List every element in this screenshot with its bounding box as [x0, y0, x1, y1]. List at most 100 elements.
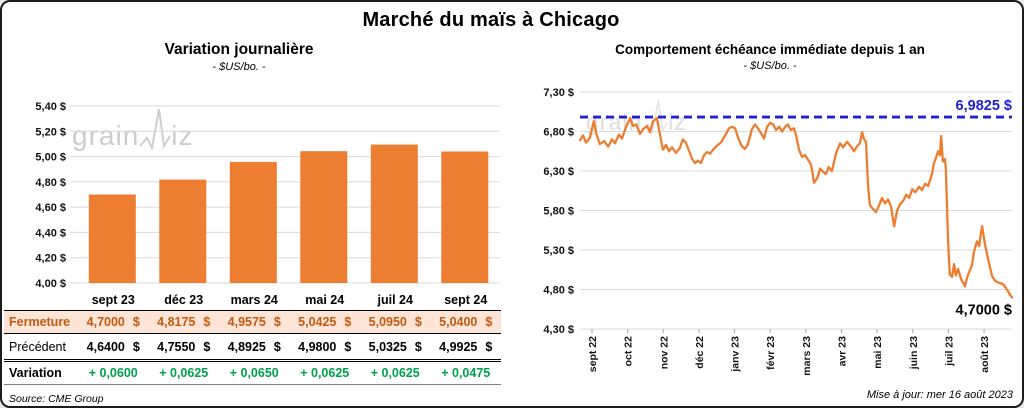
- price-value: 4,7000: [86, 315, 125, 329]
- y-axis-label: 4,40 $: [35, 227, 66, 239]
- price-value: 4,7550: [157, 339, 196, 354]
- x-axis-label: oct 22: [623, 336, 635, 367]
- bar-sept 24: [441, 151, 489, 283]
- price-cell: + 0,0625: [290, 366, 361, 380]
- price-cell: 4,6400 $: [78, 340, 149, 354]
- x-axis-label: févr 23: [765, 336, 777, 370]
- price-cell: 4,7550 $: [149, 340, 220, 354]
- currency-symbol: $: [273, 339, 281, 354]
- y-axis-label: 4,60 $: [35, 202, 66, 214]
- price-cell: 4,9800 $: [290, 340, 361, 354]
- y-axis-label: 5,20 $: [35, 126, 66, 138]
- price-cell: + 0,0600: [78, 366, 149, 380]
- price-value: 4,9925: [439, 339, 478, 354]
- price-cell: 4,9575 $: [219, 315, 290, 329]
- x-axis-label: déc 22: [694, 336, 706, 369]
- reference-line-label: 6,9825 $: [956, 98, 1012, 114]
- daily-variation-bar-chart: 5,40 $ 5,20 $ 5,00 $ 4,80 $ 4,60 $ 4,40 $ 4,20…: [35, 101, 500, 288]
- watermark-text: grain: [72, 120, 140, 151]
- currency-symbol: $: [132, 315, 140, 329]
- currency-symbol: $: [273, 315, 281, 329]
- price-value: 5,0325: [368, 339, 407, 354]
- last-price-label: 4,7000 $: [956, 302, 1012, 318]
- price-value: + 0,0625: [159, 366, 209, 380]
- y-axis-label: 4,30 $: [543, 324, 574, 336]
- x-axis-label: nov 22: [658, 336, 670, 369]
- x-axis-label: sept 22: [587, 336, 599, 372]
- price-cell: 5,0950 $: [360, 315, 431, 329]
- table-row-variation: Variation + 0,0600 + 0,0625 + 0,0650 + 0,062…: [4, 359, 501, 385]
- column-header: mai 24: [305, 292, 345, 307]
- bar-chart-subtitle: - $US/bo. -: [212, 61, 266, 73]
- y-axis-label: 7,30 $: [543, 87, 574, 99]
- x-axis-label: avr 23: [836, 336, 848, 367]
- column-header: sept 23: [91, 292, 135, 307]
- price-value: + 0,0625: [300, 366, 350, 380]
- update-note: Mise à jour: mer 16 août 2023: [866, 389, 1013, 401]
- x-axis-label: juin 23: [908, 336, 920, 370]
- price-cell: 5,0400 $: [431, 315, 502, 329]
- price-cell: + 0,0625: [360, 366, 431, 380]
- grainwiz-watermark: grain iz: [72, 106, 194, 152]
- x-axis-label: juil 23: [943, 336, 955, 367]
- line-chart-subtitle: - $US/bo. -: [743, 60, 797, 72]
- bar-déc 23: [159, 179, 207, 283]
- price-value: 4,9800: [298, 339, 337, 354]
- price-table: sept 23 déc 23 mars 24 mai 24 juil 24 sept 24…: [4, 289, 501, 385]
- price-value: 5,0950: [368, 315, 407, 329]
- price-cell: 5,0325 $: [360, 340, 431, 354]
- x-axis-label: mars 23: [801, 336, 813, 376]
- x-axis-label: août 23: [979, 336, 991, 373]
- price-cell: + 0,0475: [431, 366, 502, 380]
- y-axis-label: 4,20 $: [35, 253, 66, 265]
- currency-symbol: $: [203, 315, 211, 329]
- table-header-row: sept 23 déc 23 mars 24 mai 24 juil 24 sept 24: [4, 289, 501, 310]
- watermark-spike-icon: [139, 108, 172, 150]
- price-value: + 0,0600: [88, 366, 138, 380]
- y-axis-label: 5,30 $: [543, 245, 574, 257]
- currency-symbol: $: [485, 315, 493, 329]
- price-cell: 4,8175 $: [149, 315, 220, 329]
- bar-juil 24: [370, 144, 418, 283]
- front-month-line-chart: 7,30 $ 6,80 $ 6,30 $ 5,80 $ 5,30 $ 4,80 $ 4,30…: [543, 87, 1014, 376]
- column-header: déc 23: [164, 292, 204, 307]
- y-axis-label: 4,80 $: [35, 177, 66, 189]
- currency-symbol: $: [203, 339, 211, 354]
- currency-symbol: $: [344, 315, 352, 329]
- line-chart-title: Comportement échéance immédiate depuis 1…: [615, 42, 925, 57]
- price-cell: + 0,0625: [149, 366, 220, 380]
- y-axis-label: 5,40 $: [35, 101, 66, 113]
- watermark-text: iz: [668, 109, 687, 135]
- bar-mai 24: [300, 151, 348, 283]
- x-axis-label: janv 23: [730, 336, 742, 373]
- table-row-close: Fermeture 4,7000 $4,8175 $ 4,9575 $5,0425 $5,0…: [4, 310, 501, 334]
- price-value: 4,8925: [227, 339, 266, 354]
- price-cell: 5,0425 $: [290, 315, 361, 329]
- y-axis-label: 6,80 $: [543, 127, 574, 139]
- currency-symbol: $: [414, 315, 422, 329]
- price-cell: 4,7000 $: [78, 315, 149, 329]
- source-note: Source: CME Group: [9, 393, 104, 405]
- page-title: Marché du maïs à Chicago: [362, 9, 620, 31]
- price-value: + 0,0475: [441, 366, 491, 380]
- price-cell: 4,8925 $: [219, 340, 290, 354]
- price-value: 4,9575: [227, 315, 266, 329]
- price-line: [578, 116, 1014, 299]
- price-value: 5,0425: [298, 315, 337, 329]
- row-label: Fermeture: [9, 315, 71, 329]
- currency-symbol: $: [344, 339, 352, 354]
- column-header: mars 24: [230, 292, 278, 307]
- bar-sept 23: [88, 194, 136, 283]
- table-row-previous: Précédent 4,6400 $ 4,7550 $4,8925 $4,9800 $5,0…: [4, 334, 501, 359]
- row-label: Précédent: [9, 339, 66, 354]
- row-label: Variation: [9, 366, 62, 380]
- currency-symbol: $: [414, 339, 422, 354]
- y-axis-label: 4,00 $: [35, 278, 66, 288]
- price-value: 5,0400: [439, 315, 478, 329]
- currency-symbol: $: [485, 339, 493, 354]
- y-axis-label: 6,30 $: [543, 166, 574, 178]
- price-cell: + 0,0650: [219, 366, 290, 380]
- currency-symbol: $: [132, 339, 140, 354]
- y-axis-label: 4,80 $: [543, 285, 574, 297]
